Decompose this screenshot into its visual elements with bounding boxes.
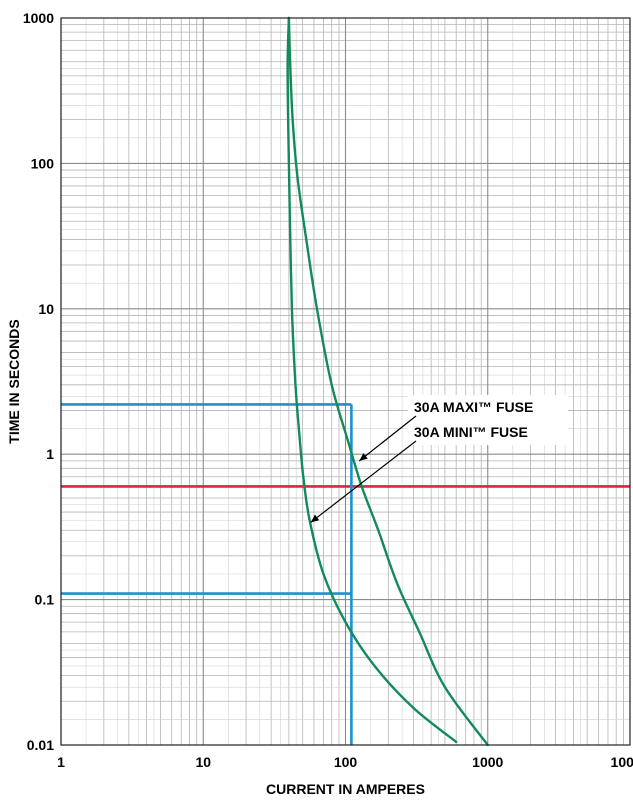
annotation-label-2: 30A MINI™ FUSE	[414, 424, 528, 440]
x-tick-label: 100	[334, 754, 358, 770]
annotation-arrowhead-2	[310, 514, 320, 523]
annotation-arrow-2	[310, 440, 417, 523]
annotation-arrow-1	[358, 415, 417, 462]
plot-frame	[60, 17, 631, 746]
y-tick-label: 0.1	[35, 592, 55, 608]
reference-lines	[61, 403, 630, 745]
y-tick-label: 1000	[23, 10, 54, 26]
y-tick-label: 1	[46, 446, 54, 462]
y-axis-title: TIME IN SECONDS	[6, 319, 22, 443]
annotation-arrowhead-1	[359, 453, 368, 461]
x-axis-title: CURRENT IN AMPERES	[266, 781, 425, 797]
annotation-background	[408, 395, 568, 445]
y-tick-label: 10	[38, 301, 54, 317]
y-tick-label: 100	[31, 155, 55, 171]
y-tick-label: 0.01	[27, 737, 54, 753]
x-tick-label: 1000	[472, 754, 503, 770]
fuse-curves	[286, 16, 489, 747]
x-tick-label: 10	[195, 754, 211, 770]
series-line-mini-fuse	[286, 16, 458, 744]
series-line-maxi-fuse	[287, 16, 489, 747]
annotations: 30A MAXI™ FUSE 30A MINI™ FUSE	[310, 395, 568, 523]
y-axis-tick-labels: 0.01 0.1 1 10 100 1000	[23, 10, 54, 753]
x-axis-tick-labels: 1 10 100 1000 10000	[57, 754, 633, 770]
x-tick-label: 10000	[611, 754, 633, 770]
annotation-label-1: 30A MAXI™ FUSE	[414, 399, 533, 415]
x-tick-label: 1	[57, 754, 65, 770]
